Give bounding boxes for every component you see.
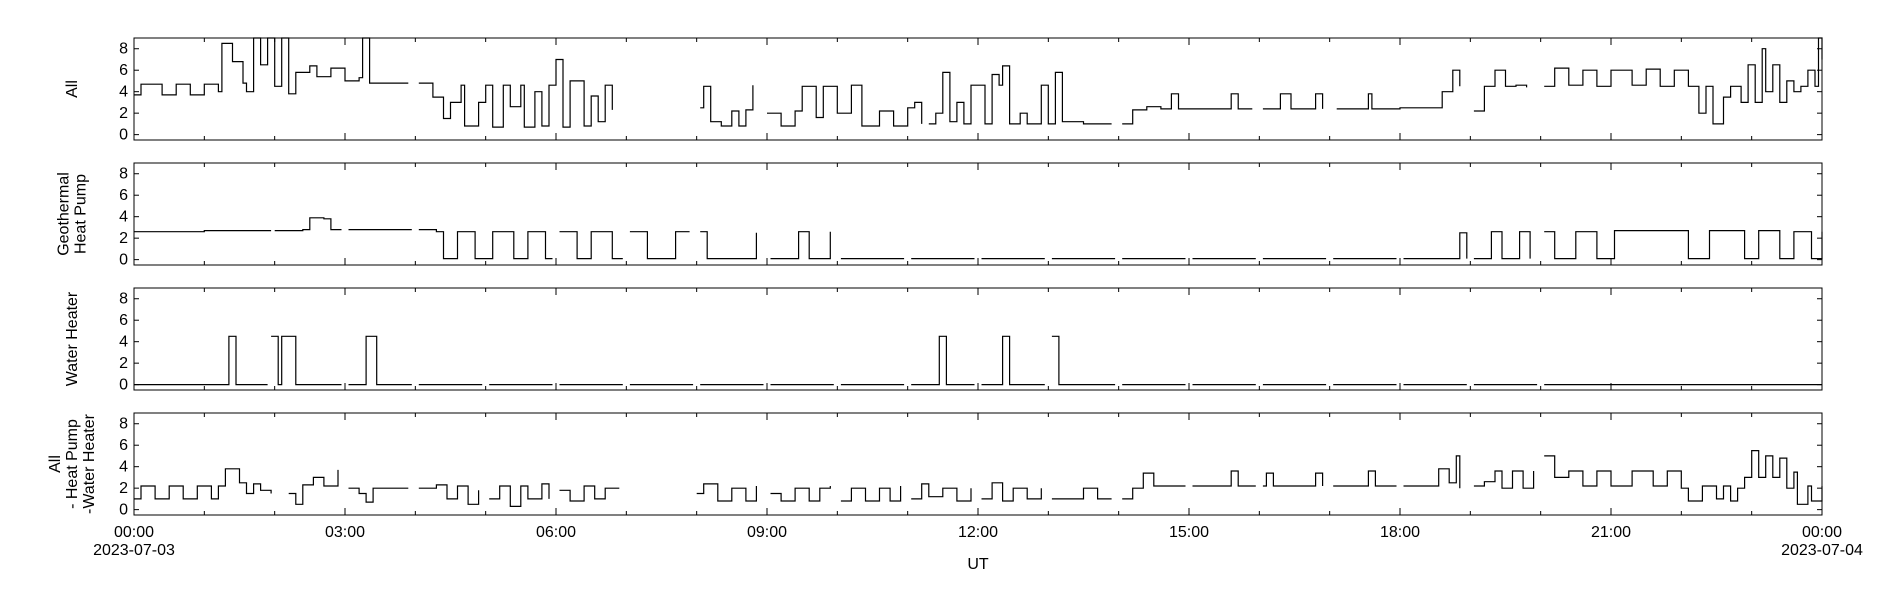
- y-tick-label: 6: [119, 312, 128, 329]
- panel-1: 0 2 4 6 8 All: [64, 37, 1823, 144]
- panel-3: 0 2 4 6 8 Water Heater: [64, 287, 1823, 394]
- series-segment: [1262, 93, 1324, 110]
- y-tick-label: 2: [119, 230, 128, 247]
- series-segment: [629, 231, 690, 260]
- x-tick-label: 06:00: [536, 524, 576, 541]
- series-segment: [1473, 231, 1531, 260]
- series-segment: [770, 231, 831, 260]
- y-tick-label: 6: [119, 62, 128, 79]
- series-segment: [348, 487, 409, 503]
- panel-frame: [133, 162, 1823, 266]
- series-segment: [981, 482, 1042, 502]
- y-tick-label: 0: [119, 502, 128, 519]
- y-axis-title: -Water Heater: [81, 413, 98, 514]
- y-tick-label: 0: [119, 127, 128, 144]
- series-segment: [840, 486, 902, 502]
- x-tick-label: 00:00: [1802, 524, 1842, 541]
- x-tick-date-label: 2023-07-03: [93, 542, 175, 559]
- panel-2: 0 2 4 6 8 Geothermal Heat Pump: [56, 162, 1823, 269]
- series-segment: [1473, 470, 1535, 489]
- series-segment: [1262, 472, 1324, 487]
- y-tick-label: 8: [119, 416, 128, 433]
- series-segment: [1544, 450, 1823, 505]
- y-tick-label: 2: [119, 480, 128, 497]
- x-tick-label: 21:00: [1591, 524, 1631, 541]
- series-segment: [418, 484, 480, 505]
- series-segment: [1122, 472, 1186, 500]
- series-segment: [1122, 93, 1253, 125]
- y-tick-label: 2: [119, 355, 128, 372]
- y-axis-title: Water Heater: [64, 291, 81, 386]
- y-tick-label: 0: [119, 252, 128, 269]
- series-segment: [288, 469, 339, 505]
- series-segment: [489, 483, 550, 507]
- y-tick-label: 4: [119, 334, 128, 351]
- series-segment: [348, 335, 412, 386]
- series-segment: [911, 483, 972, 502]
- series-segment: [770, 486, 831, 502]
- series-segment: [767, 84, 923, 127]
- x-tick-label: 09:00: [747, 524, 787, 541]
- series-segment: [1403, 232, 1468, 260]
- series-segment: [271, 335, 342, 386]
- y-tick-label: 4: [119, 209, 128, 226]
- series-segment: [700, 231, 757, 260]
- y-tick-label: 8: [119, 166, 128, 183]
- y-axis-title: All: [64, 80, 81, 98]
- series-segment: [134, 230, 272, 233]
- y-tick-label: 0: [119, 377, 128, 394]
- series-segment: [1051, 335, 1116, 386]
- series-segment: [1544, 230, 1823, 260]
- panel-frame: [133, 287, 1823, 391]
- series-segment: [981, 335, 1045, 386]
- y-tick-label: 4: [119, 84, 128, 101]
- x-tick-label: 12:00: [958, 524, 998, 541]
- series-segment: [134, 37, 409, 96]
- series-segment: [274, 217, 342, 232]
- series-segment: [1473, 69, 1528, 112]
- panel-frame: [133, 412, 1823, 516]
- y-axis-title: Geothermal: [56, 172, 73, 256]
- series-segment: [418, 229, 553, 260]
- series-segment: [1192, 470, 1256, 487]
- panel-4: 0 2 4 6 8 All - Heat Pump -Water Heater: [47, 412, 1823, 519]
- x-tick-label: 18:00: [1380, 524, 1420, 541]
- y-axis-title: Heat Pump: [73, 174, 90, 254]
- y-tick-label: 4: [119, 459, 128, 476]
- y-tick-label: 6: [119, 187, 128, 204]
- x-tick-label: 00:00: [114, 524, 154, 541]
- series-segment: [559, 231, 623, 260]
- series-segment: [559, 485, 620, 502]
- series-segment: [418, 58, 613, 128]
- panel-frame: [133, 37, 1823, 141]
- series-segment: [1333, 470, 1397, 487]
- x-tick-date-label: 2023-07-04: [1781, 542, 1863, 559]
- series-segment: [1403, 455, 1461, 489]
- series-segment: [696, 483, 757, 502]
- x-tick-label: 03:00: [325, 524, 365, 541]
- y-tick-label: 2: [119, 105, 128, 122]
- y-tick-label: 8: [119, 41, 128, 58]
- y-axis-title: - Heat Pump: [64, 419, 81, 509]
- series-segment: [134, 468, 272, 500]
- x-tick-label: 15:00: [1169, 524, 1209, 541]
- series-segment: [911, 335, 975, 386]
- series-segment: [928, 65, 1112, 125]
- y-tick-label: 8: [119, 291, 128, 308]
- series-segment: [1336, 69, 1461, 110]
- series-segment: [134, 335, 268, 386]
- series-segment: [700, 85, 754, 127]
- series-segment: [1051, 487, 1112, 500]
- y-tick-label: 6: [119, 437, 128, 454]
- y-axis-title: All: [47, 455, 64, 473]
- x-axis-title: UT: [967, 556, 989, 573]
- series-segment: [1544, 37, 1823, 125]
